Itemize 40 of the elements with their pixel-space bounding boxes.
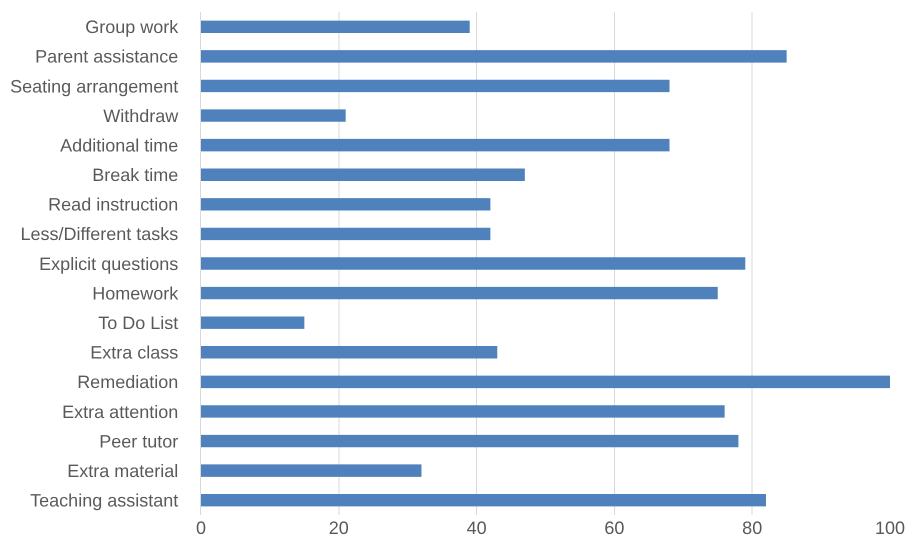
bar (201, 434, 738, 448)
y-tick-label: Withdraw (103, 106, 180, 126)
x-tick-label: 100 (874, 518, 906, 538)
y-tick-label: Read instruction (48, 194, 178, 215)
bar (201, 168, 525, 181)
bar (201, 109, 346, 122)
y-tick-label: Extra class (90, 342, 178, 363)
bar (201, 316, 304, 329)
y-tick-label: Break time (92, 165, 178, 186)
bar (201, 228, 490, 240)
y-tick-label: Group work (85, 17, 180, 38)
y-tick-label: Additional time (60, 135, 178, 156)
x-tick-label: 80 (742, 518, 762, 538)
y-tick-label: Seating arrangement (10, 76, 178, 96)
bar (201, 138, 670, 152)
y-tick-label: Less/Different tasks (20, 224, 178, 244)
y-tick-label: Peer tutor (99, 431, 178, 452)
y-tick-label: Extra attention (62, 402, 178, 422)
y-tick-label: Extra material (67, 460, 178, 481)
bar (201, 286, 718, 300)
bar (201, 405, 725, 418)
x-tick-label: 20 (328, 518, 349, 538)
y-tick-label: Explicit questions (39, 254, 178, 274)
bar (201, 464, 422, 477)
y-tick-label: Remediation (77, 372, 178, 392)
bar (201, 494, 766, 506)
y-tick-label: Homework (92, 283, 180, 304)
y-tick-label: Teaching assistant (30, 490, 178, 511)
bar (201, 257, 746, 270)
bar (201, 80, 670, 92)
bar (201, 198, 490, 211)
bar (201, 20, 470, 34)
x-tick-label: 60 (604, 518, 624, 538)
y-tick-label: To Do List (98, 312, 178, 333)
x-tick-label: 40 (466, 518, 487, 538)
bar (201, 50, 787, 63)
bar (201, 376, 890, 388)
bar (201, 346, 498, 358)
y-tick-label: Parent assistance (35, 46, 178, 67)
x-tick-label: 0 (196, 518, 206, 538)
